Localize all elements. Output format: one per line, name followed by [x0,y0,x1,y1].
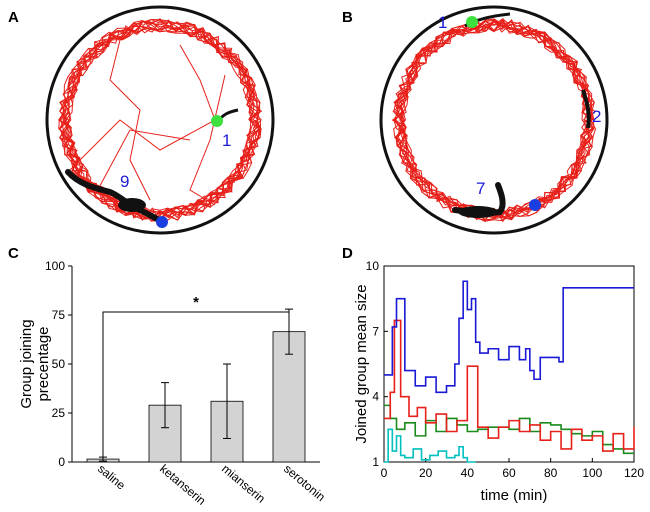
x-tick-label: 20 [419,466,433,480]
fish-count-label: 9 [120,172,129,191]
panel-d-line-chart: 0 20 40 60 80 100 120 1 4 7 10 time (min) Joined gro… [353,259,644,504]
series-line-ketanserin [384,404,634,455]
x-axis-label: time (min) [481,487,548,504]
end-marker [529,199,541,211]
panel-c-label: C [8,245,19,262]
x-tick-label: 120 [624,466,644,480]
y-axis-label: Joined group mean size [353,284,370,443]
y-tick-label: 7 [372,324,379,338]
panel-a-label: A [8,9,19,26]
y-tick-label: 1 [372,455,379,469]
x-tick-label: 60 [502,466,516,480]
x-tick-label: 80 [544,466,558,480]
y-tick-label: 100 [45,259,65,273]
fish-count-label: 1 [222,131,231,150]
panel-a-cross-path [189,74,226,206]
x-tick-label: 100 [582,466,602,480]
x-tick-label: serotonin [281,462,328,504]
panel-a-fish-group [118,198,146,212]
fish-count-label: 7 [476,179,485,198]
trajectory-loop [394,21,594,220]
start-marker [211,115,223,127]
significance-marker: * [193,294,199,311]
y-tick-label: 0 [58,455,65,469]
fish-count-label: 2 [592,107,601,126]
panel-b-arena-wall [379,5,609,235]
end-marker [156,216,168,228]
panel-d-label: D [342,245,353,262]
trajectory-loop [395,20,596,221]
panel-c-bar-chart: 0 25 50 75 100 Group joiningprecentage saline k… [18,259,328,508]
panel-b-fish [581,89,591,129]
panel-a-cross-path [94,129,191,196]
panel-b-fish-group [458,206,498,218]
panel-b-arena: 1 2 7 [379,5,609,235]
trajectory-loop [393,18,592,218]
trajectory-loop [59,21,259,222]
panel-b-trajectory [391,18,597,223]
panel-a-arena: 1 9 [45,5,275,235]
y-tick-label: 50 [52,357,66,371]
fish-count-label: 1 [438,13,447,32]
series-line-saline [384,428,476,463]
panel-b-label: B [342,9,353,26]
x-tick-label: saline [95,462,128,493]
trajectory-loop [393,20,595,218]
significance-bracket [102,311,290,458]
panel-a-trajectory [58,18,263,223]
x-tick-label: 0 [381,466,388,480]
trajectory-loop [62,18,263,222]
trajectory-loop [399,20,591,223]
series-line-serotonin [384,280,634,394]
x-tick-label: 40 [461,466,475,480]
panel-a-cross-path [109,39,151,201]
series-line-mianserin [384,319,635,452]
trajectory-loop [59,26,261,217]
x-tick-label: ketanserin [157,462,208,508]
y-axis-label-line: Group joining [18,319,35,408]
start-marker [466,16,478,28]
y-tick-label: 25 [52,406,66,420]
y-axis-label: Group joiningprecentage [18,319,52,408]
panel-a-arena-wall [45,5,275,235]
panel-a-cross-path [69,44,216,171]
x-tick-label: mianserin [219,462,268,506]
y-tick-label: 10 [366,259,380,273]
y-axis-label-line: precentage [35,326,52,401]
plot-frame [383,265,635,463]
y-tick-label: 4 [372,390,379,404]
y-tick-label: 75 [52,308,66,322]
